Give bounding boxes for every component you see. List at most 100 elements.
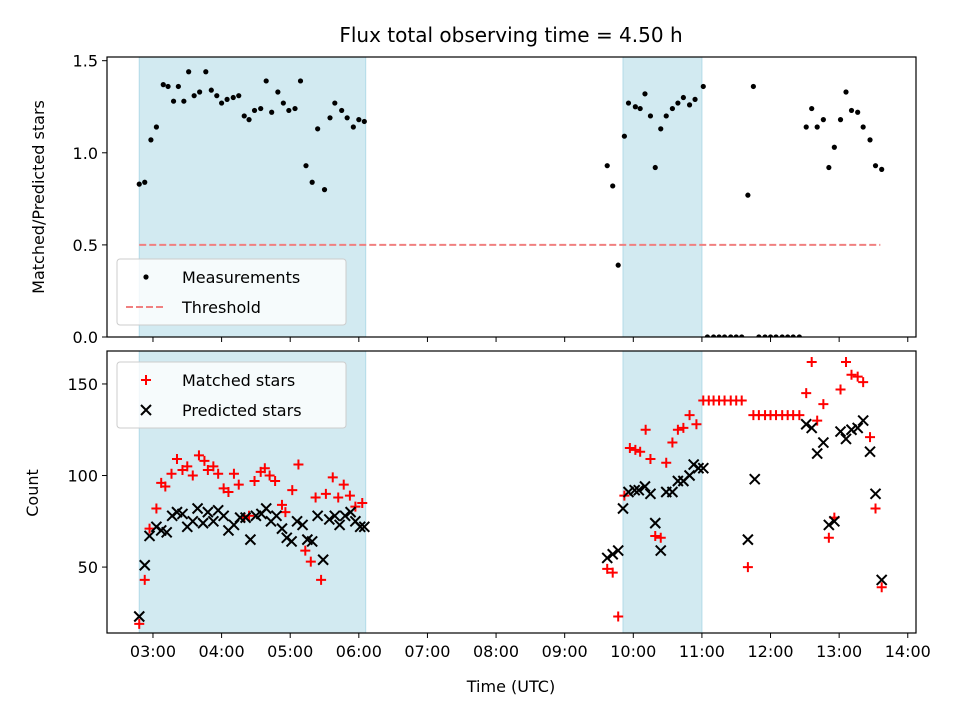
bottom-matched-stars-point: [607, 567, 618, 578]
bottom-matched-stars-point: [865, 432, 876, 443]
x-tick-label: 06:00: [336, 642, 382, 661]
bottom-matched-stars-point: [134, 618, 145, 629]
top-measurements-point: [142, 179, 148, 185]
top-y-tick-label: 1.0: [73, 144, 98, 163]
top-y-tick-label: 0.0: [73, 328, 98, 347]
top-measurements-point: [604, 163, 610, 169]
top-legend-marker: [143, 274, 149, 280]
bottom-matched-stars-point: [316, 574, 327, 585]
top-measurements-point: [762, 334, 768, 337]
top-measurements-point: [361, 118, 367, 125]
top-measurements-point: [658, 126, 664, 132]
top-measurements-point: [826, 164, 832, 171]
bottom-matched-stars-point: [305, 556, 316, 567]
top-measurements-point: [860, 124, 866, 130]
x-tick-label: 10:00: [610, 642, 656, 661]
bottom-matched-stars-point: [630, 444, 641, 455]
bottom-matched-stars-point: [223, 487, 234, 497]
top-measurements-point: [175, 83, 181, 90]
top-y-tick-label: 0.5: [73, 236, 98, 255]
bottom-matched-stars-point: [858, 377, 869, 388]
bottom-matched-stars-point: [350, 501, 361, 512]
bottom-axes-frame: [106, 350, 917, 634]
top-measurements-point: [637, 105, 643, 112]
top-legend: Measurements Threshold: [116, 258, 347, 326]
bottom-panel: 50 100 150 03:00 04:00 05:00 06:00 07:00 08:00 09…: [67, 350, 931, 661]
bottom-matched-stars-point: [678, 422, 689, 433]
bottom-matched-stars-point: [259, 463, 270, 474]
top-measurements-point: [872, 163, 879, 169]
top-measurements-point: [621, 133, 627, 139]
top-measurements-point: [258, 105, 264, 112]
top-measurements-point: [767, 334, 774, 337]
bottom-predicted-stars-point: [639, 480, 651, 493]
x-tick-label: 03:00: [130, 642, 176, 661]
bottom-matched-stars-point: [794, 410, 805, 421]
top-measurements-point: [224, 96, 230, 102]
top-measurements-point: [203, 69, 209, 75]
top-measurements-point: [692, 96, 698, 102]
bottom-matched-stars-point: [293, 459, 304, 470]
top-measurements-point: [275, 89, 281, 95]
bottom-predicted-stars-point: [817, 436, 830, 449]
top-measurements-point: [191, 93, 197, 99]
top-y-tick-label: 1.5: [73, 52, 98, 71]
top-measurements-point: [148, 137, 154, 143]
top-measurements-point: [779, 334, 785, 337]
bottom-predicted-stars-point: [202, 506, 214, 518]
bottom-predicted-stars-point: [317, 554, 329, 566]
top-measurements-point: [321, 187, 328, 193]
bottom-predicted-stars-point: [851, 422, 864, 434]
x-tick-label: 04:00: [199, 642, 245, 661]
bottom-matched-stars-point: [742, 562, 753, 573]
bottom-matched-stars-point: [228, 468, 239, 479]
bottom-matched-stars-point: [852, 371, 863, 382]
bottom-predicted-stars-point: [276, 522, 288, 535]
top-measurements-point: [208, 87, 214, 93]
top-measurements-point: [750, 83, 756, 90]
bottom-predicted-stars-point: [296, 519, 309, 531]
bottom-predicted-stars-point: [683, 469, 696, 482]
bottom-matched-stars-point: [613, 611, 624, 622]
bottom-matched-stars-point: [187, 470, 198, 481]
bottom-predicted-stars-point: [260, 502, 272, 515]
top-measurements-point: [297, 78, 304, 84]
bottom-predicted-stars-point: [875, 574, 888, 586]
bottom-predicted-stars-point: [805, 422, 818, 434]
top-legend-box: [116, 258, 347, 326]
top-measurements-point: [879, 166, 885, 172]
bottom-predicted-stars-point: [864, 446, 876, 458]
top-measurements-point: [186, 69, 192, 75]
bottom-predicted-stars-point: [323, 513, 336, 526]
top-measurements-point: [710, 334, 717, 337]
top-measurements-point: [230, 94, 236, 101]
bottom-matched-stars-point: [344, 490, 355, 501]
top-shaded-interval: [622, 57, 703, 337]
bottom-predicted-stars-point: [358, 521, 371, 533]
bottom-legend-marker: [141, 375, 151, 385]
bottom-predicted-stars-point: [811, 447, 823, 460]
bottom-predicted-stars-point: [644, 488, 657, 500]
bottom-matched-stars-point: [672, 424, 683, 435]
top-measurements-point: [350, 124, 356, 130]
top-measurements-point: [647, 113, 654, 119]
top-measurements-point: [339, 107, 345, 114]
top-measurements-point: [181, 98, 187, 104]
bottom-matched-stars-point: [841, 356, 852, 367]
top-axes-frame: [106, 56, 917, 338]
top-measurements-point: [218, 100, 225, 106]
bottom-predicted-stars-point: [612, 544, 624, 557]
bottom-matched-stars-point: [202, 465, 213, 476]
top-measurements-point: [814, 124, 820, 130]
bottom-predicted-stars-point: [306, 535, 318, 548]
bottom-predicted-stars-point: [869, 488, 882, 500]
bottom-predicted-stars-point: [244, 533, 257, 546]
top-measurements-point: [303, 163, 309, 169]
bottom-matched-stars-point: [249, 476, 260, 487]
bottom-predicted-stars-point: [291, 515, 303, 528]
bottom-matched-stars-point: [635, 446, 646, 457]
top-measurements-point: [652, 164, 658, 171]
top-measurements-point: [790, 334, 796, 337]
top-measurements-point: [344, 115, 350, 121]
